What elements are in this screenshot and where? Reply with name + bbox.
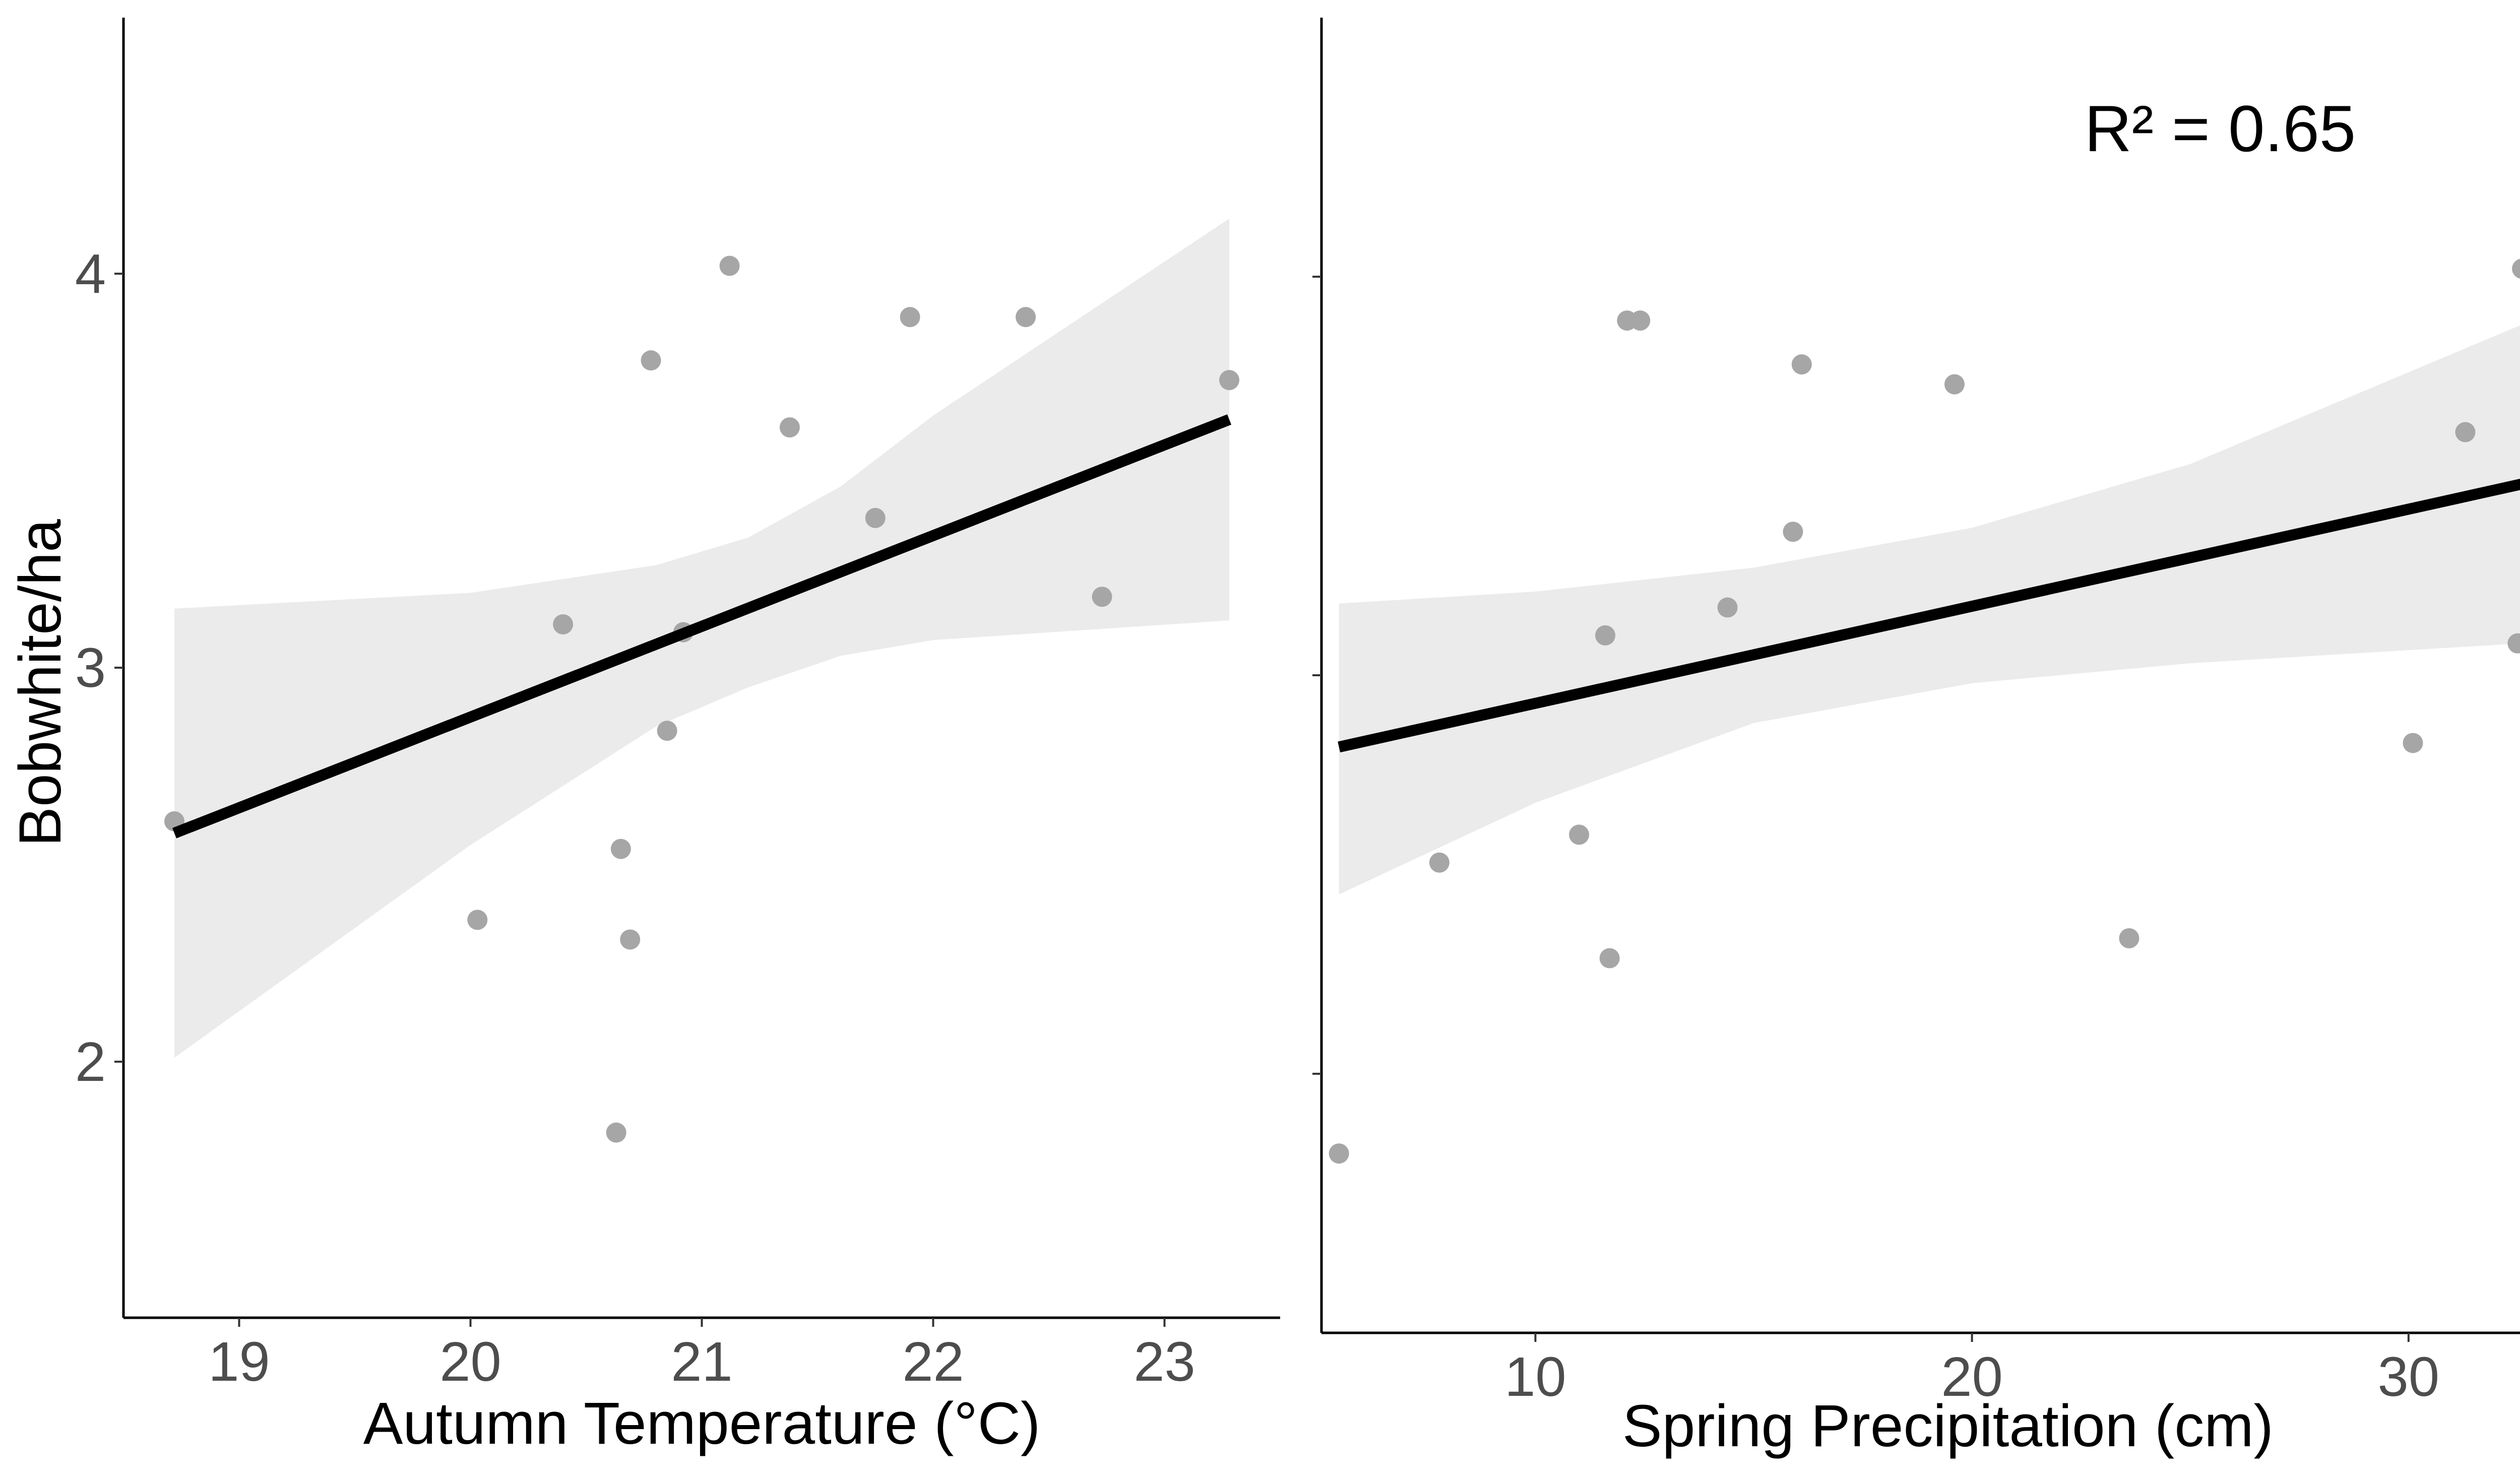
x-axis-title: Spring Precipitation (cm) xyxy=(1622,1393,2274,1459)
data-point xyxy=(606,1122,626,1143)
data-point xyxy=(2403,733,2423,753)
data-point xyxy=(865,507,886,528)
data-point xyxy=(1717,597,1738,618)
data-point xyxy=(553,614,574,634)
x-tick-label: 22 xyxy=(902,1331,964,1393)
data-point xyxy=(1944,374,1965,395)
data-point xyxy=(467,910,488,930)
data-point xyxy=(1599,948,1620,969)
data-point xyxy=(641,350,661,371)
x-tick-label: 10 xyxy=(1504,1346,1566,1408)
data-point xyxy=(1783,522,1803,542)
x-axis-title: Autumn Temperature (°C) xyxy=(363,1390,1041,1457)
regression-line xyxy=(172,414,1232,839)
data-point xyxy=(2119,928,2139,948)
data-point xyxy=(779,417,800,438)
confidence-band xyxy=(174,218,1230,1058)
data-point xyxy=(2512,259,2520,279)
data-point xyxy=(1329,1143,1349,1164)
data-point xyxy=(719,255,740,276)
data-point xyxy=(1016,307,1036,328)
data-point xyxy=(1791,354,1812,375)
precipitation-panel: 10 20 30 Spring Precipitation (cm) R² = 0.65 xyxy=(1312,18,2520,1459)
x-tick-label: 30 xyxy=(2378,1346,2439,1408)
y-tick-label: 4 xyxy=(75,243,106,305)
data-point xyxy=(610,839,631,859)
data-point xyxy=(657,721,677,741)
data-point xyxy=(1092,587,1112,607)
x-tick-label: 21 xyxy=(671,1331,732,1393)
x-tick-label: 23 xyxy=(1133,1331,1195,1393)
x-tick-label: 20 xyxy=(439,1331,501,1393)
y-tick-label: 2 xyxy=(75,1031,106,1093)
data-point xyxy=(2507,633,2520,654)
regression-line xyxy=(1338,478,2520,753)
data-point xyxy=(1595,625,1616,646)
x-tick-label: 19 xyxy=(208,1331,270,1393)
data-point xyxy=(1630,310,1651,331)
x-tick-label: 20 xyxy=(1941,1346,2002,1408)
data-point xyxy=(1429,852,1450,873)
data-point xyxy=(620,929,641,950)
data-point xyxy=(2455,422,2476,442)
y-tick-label: 3 xyxy=(75,637,106,699)
data-point xyxy=(1219,370,1240,391)
data-point xyxy=(900,307,920,328)
data-point xyxy=(1569,824,1590,845)
confidence-band xyxy=(1339,325,2520,894)
r-squared-annotation: R² = 0.65 xyxy=(2085,92,2356,165)
y-axis-title: Bobwhite/ha xyxy=(7,519,74,847)
